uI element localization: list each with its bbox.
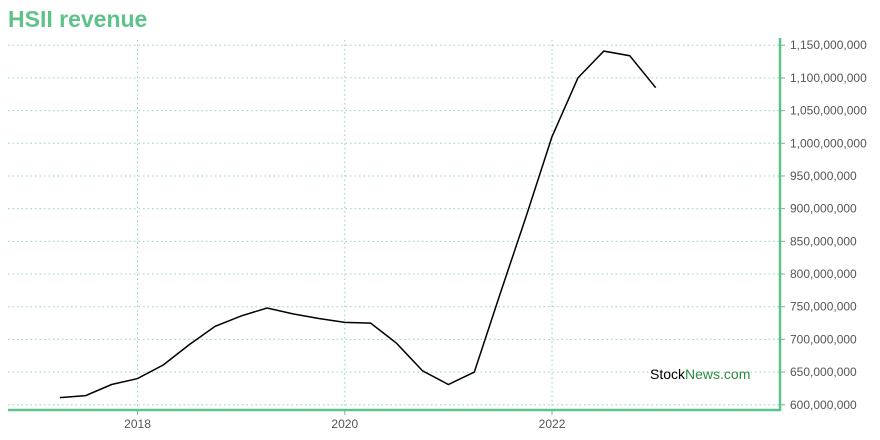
y-tick-label: 1,100,000,000 xyxy=(790,71,867,85)
y-tick-label: 1,000,000,000 xyxy=(790,136,867,150)
y-tick-label: 950,000,000 xyxy=(790,169,857,183)
grid-layer xyxy=(8,40,780,410)
y-tick-label: 650,000,000 xyxy=(790,365,857,379)
y-tick-label: 800,000,000 xyxy=(790,267,857,281)
y-tick-label: 1,050,000,000 xyxy=(790,104,867,118)
y-tick-label: 1,150,000,000 xyxy=(790,38,867,52)
chart-title: HSII revenue xyxy=(8,6,148,32)
watermark-domain: .com xyxy=(720,366,750,382)
y-tick-label: 600,000,000 xyxy=(790,398,857,412)
y-tick-label: 900,000,000 xyxy=(790,202,857,216)
x-tick-label: 2018 xyxy=(124,417,151,431)
watermark-news: News xyxy=(685,366,720,382)
x-tick-label: 2022 xyxy=(539,417,566,431)
y-tick-label: 700,000,000 xyxy=(790,332,857,346)
revenue-series-line xyxy=(59,50,657,399)
x-tick-label: 2020 xyxy=(331,417,358,431)
y-tick-label: 850,000,000 xyxy=(790,234,857,248)
watermark: StockNews.com xyxy=(650,366,750,382)
y-tick-label: 750,000,000 xyxy=(790,300,857,314)
x-tick-layer: 2018 2020 2022 xyxy=(124,410,566,431)
y-tick-layer: 600,000,000 650,000,000 700,000,000 750,000… xyxy=(780,38,867,412)
watermark-stock: Stock xyxy=(650,366,686,382)
